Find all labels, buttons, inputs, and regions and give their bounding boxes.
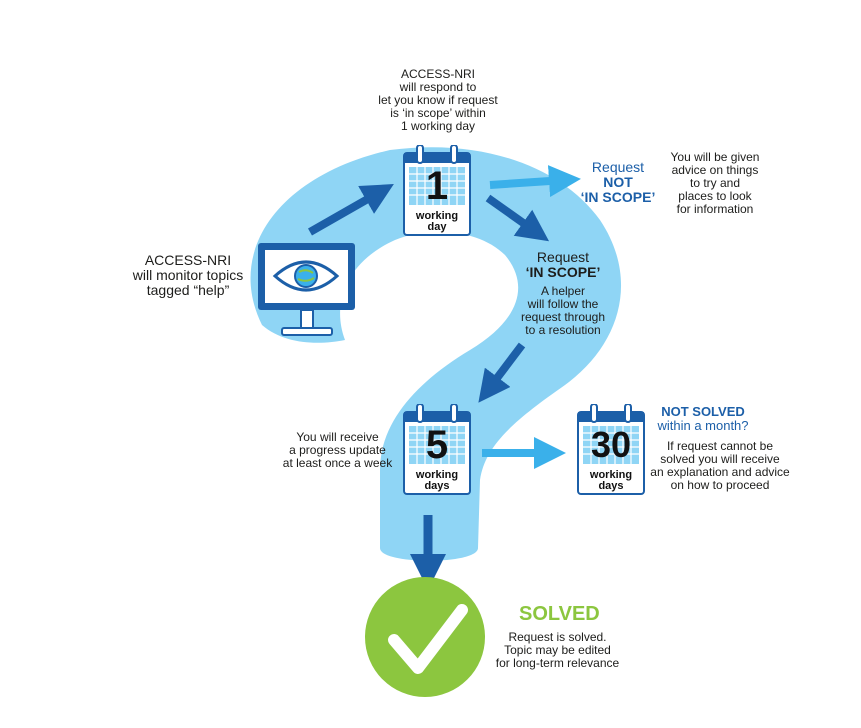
checkmark-icon (365, 577, 485, 697)
calendar-5-days: 5 working days (403, 404, 471, 496)
in-scope-title: ‘IN SCOPE’ (525, 264, 601, 280)
calendar-number: 5 (425, 423, 449, 467)
not-solved-title: NOT SOLVED (661, 404, 745, 419)
not-solved-subtitle: within a month? (657, 418, 749, 433)
arrow-cal1-to-notinscope (489, 165, 581, 198)
arrow-cal1-to-inscope (485, 194, 550, 242)
progress-update-desc: You will receive a progress update at le… (282, 430, 393, 470)
in-scope-desc: A helper will follow the request through… (520, 284, 606, 337)
not-in-scope-title-prefix: Request (591, 159, 645, 175)
calendar-30-days: 30 working days (577, 404, 645, 496)
calendar-icon (403, 404, 471, 495)
solved-desc: Request is solved. Topic may be edited f… (495, 630, 620, 670)
monitor-label: ACCESS-NRI will monitor topics tagged “h… (132, 252, 244, 298)
arrow-inscope-to-cal5 (478, 342, 526, 403)
calendar-icon (403, 145, 471, 236)
not-in-scope-desc: You will be given advice on things to tr… (670, 150, 760, 216)
calendar-icon (577, 404, 645, 495)
calendar-number: 30 (590, 424, 632, 465)
arrow-monitor-to-cal1 (308, 184, 394, 236)
calendar-caption: working days (415, 469, 459, 492)
in-scope-title-prefix: Request (536, 249, 590, 265)
calendar-caption: working days (589, 469, 633, 492)
calendar-1-day: 1 working day (403, 145, 471, 237)
not-in-scope-title: NOT ‘IN SCOPE’ (580, 174, 656, 205)
respond-label: ACCESS-NRI will respond to let you know … (378, 67, 498, 133)
calendar-caption: working day (415, 210, 459, 233)
solved-title: SOLVED (519, 603, 600, 625)
monitor-eye-icon (258, 243, 355, 336)
calendar-number: 1 (425, 164, 449, 208)
not-solved-desc: If request cannot be solved you will rec… (650, 439, 790, 492)
